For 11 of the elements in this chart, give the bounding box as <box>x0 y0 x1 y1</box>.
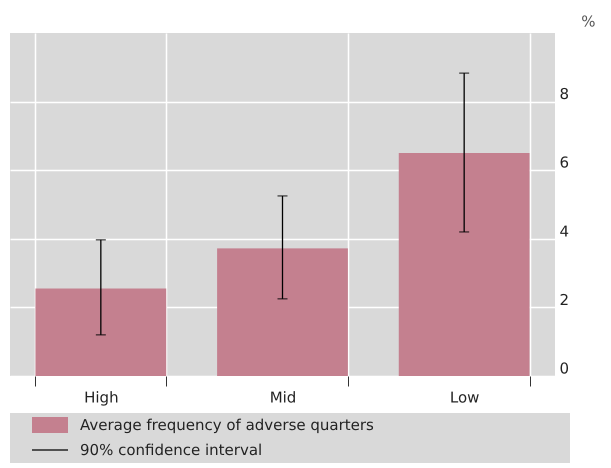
text: 90% confidence interval <box>80 441 262 459</box>
y-tick-label: 6 <box>560 154 570 172</box>
x-tick-label: Mid <box>270 388 296 406</box>
y-tick-label: 0 <box>560 360 570 378</box>
y-tick-label: 2 <box>560 290 570 309</box>
legend-label: Average frequency of adverse quarters <box>80 416 374 434</box>
y-tick-label: 8 <box>560 85 570 104</box>
x-tick-label: High <box>84 388 119 406</box>
y-tick-label: 4 <box>560 222 570 240</box>
x-tick-label: Low <box>450 388 480 406</box>
y-axis-title: % <box>581 12 596 30</box>
